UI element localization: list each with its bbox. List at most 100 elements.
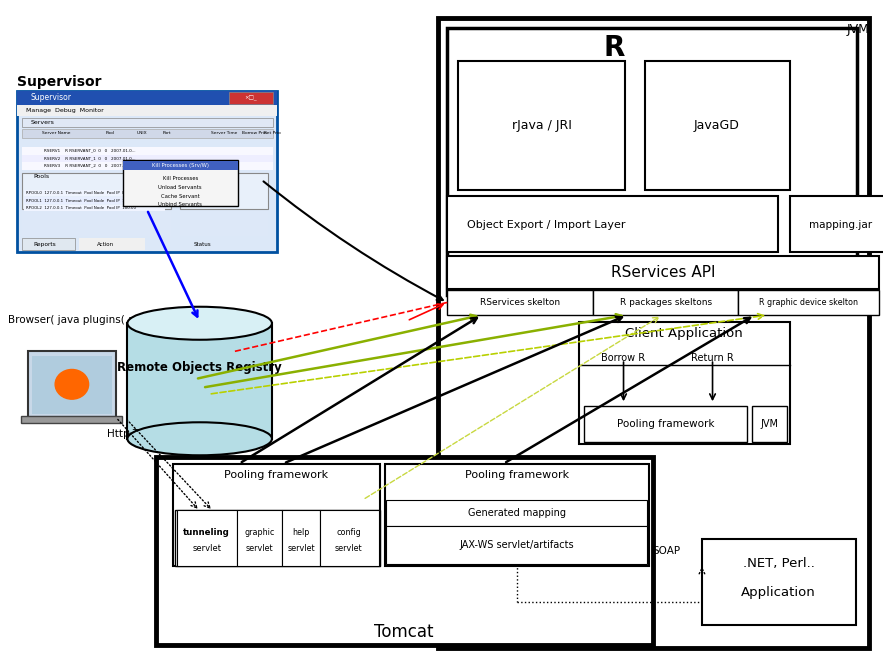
Text: Supervisor: Supervisor xyxy=(18,75,102,89)
Text: RPOOL0  127.0.0.1  Timeout  Pool Node  Pool IP  N/A: RPOOL0 127.0.0.1 Timeout Pool Node Pool … xyxy=(26,191,129,195)
Text: Client Application: Client Application xyxy=(626,327,743,340)
Text: R graphic device skelton: R graphic device skelton xyxy=(759,298,858,307)
FancyBboxPatch shape xyxy=(127,324,272,439)
Bar xyxy=(24,198,165,204)
Text: RPOOL1  127.0.0.1  Timeout  Pool Node  Pool IP  100.00: RPOOL1 127.0.0.1 Timeout Pool Node Pool … xyxy=(26,199,136,203)
Text: help: help xyxy=(293,528,309,538)
Bar xyxy=(447,196,778,253)
Text: JVM: JVM xyxy=(847,23,869,36)
Bar xyxy=(592,290,738,315)
Text: Pools: Pools xyxy=(33,174,50,179)
Bar xyxy=(21,129,273,138)
Text: servlet: servlet xyxy=(246,544,273,552)
Text: Unload Servants: Unload Servants xyxy=(158,185,202,190)
Text: Browser( java plugins( applet ) ): Browser( java plugins( applet ) ) xyxy=(9,315,176,325)
Text: Servers: Servers xyxy=(30,120,54,125)
Bar xyxy=(752,406,788,442)
Text: RSERV3    R RSERVANT_2  0   0   2007.01.0...: RSERV3 R RSERVANT_2 0 0 2007.01.0... xyxy=(43,164,135,168)
Text: Manage  Debug  Monitor: Manage Debug Monitor xyxy=(26,108,103,113)
Text: Kill Processes (Srv/W): Kill Processes (Srv/W) xyxy=(152,162,209,168)
Text: Media: Media xyxy=(192,174,210,179)
Bar xyxy=(123,160,238,206)
Bar xyxy=(447,255,879,288)
Text: Kill Processes: Kill Processes xyxy=(163,176,198,181)
Bar xyxy=(579,322,790,444)
Bar xyxy=(32,356,111,414)
Text: Generated mapping: Generated mapping xyxy=(468,508,566,518)
Bar xyxy=(18,91,278,105)
Text: servlet: servlet xyxy=(287,544,315,552)
Text: Supervisor: Supervisor xyxy=(30,93,72,102)
Bar xyxy=(237,510,283,566)
Bar xyxy=(18,91,278,253)
Bar xyxy=(583,406,747,442)
Text: RSERV1    R RSERVANT_0  0   0   2007.01.0...: RSERV1 R RSERVANT_0 0 0 2007.01.0... xyxy=(43,149,135,152)
Text: Object Export / Import Layer: Object Export / Import Layer xyxy=(467,219,625,229)
Bar xyxy=(18,105,278,115)
Ellipse shape xyxy=(127,422,272,455)
Bar xyxy=(177,510,237,566)
Ellipse shape xyxy=(127,307,272,339)
Text: tunneling: tunneling xyxy=(183,528,230,538)
Text: servlet: servlet xyxy=(335,544,362,552)
Text: ×□_: ×□_ xyxy=(245,95,257,101)
Bar xyxy=(21,147,273,154)
Bar xyxy=(21,211,171,236)
Bar xyxy=(447,28,857,295)
Bar xyxy=(156,457,653,645)
Text: Http Tunneling: Http Tunneling xyxy=(107,429,183,439)
Text: Borrow R: Borrow R xyxy=(601,353,645,363)
Bar xyxy=(24,190,165,196)
Text: Application: Application xyxy=(742,586,816,599)
Bar xyxy=(21,117,273,127)
Text: Status: Status xyxy=(194,242,211,247)
Text: R: R xyxy=(603,34,624,62)
Bar xyxy=(790,196,884,253)
Text: Server Time: Server Time xyxy=(211,131,238,135)
Text: Borrow Prio: Borrow Prio xyxy=(242,131,267,135)
Text: Action: Action xyxy=(96,242,114,247)
Text: servlet: servlet xyxy=(192,544,221,552)
Bar xyxy=(79,239,145,251)
Text: RSERV2    R RSERVANT_1  0   0   2007.01.0...: RSERV2 R RSERVANT_1 0 0 2007.01.0... xyxy=(43,156,135,160)
Text: Pooling framework: Pooling framework xyxy=(617,419,714,429)
Bar xyxy=(386,500,647,526)
Bar xyxy=(21,162,273,170)
Text: RServices skelton: RServices skelton xyxy=(480,298,560,307)
Text: Pool: Pool xyxy=(105,131,114,135)
Bar xyxy=(21,154,273,162)
Text: UNIX: UNIX xyxy=(136,131,147,135)
Text: RPOOL2  127.0.0.1  Timeout  Pool Node  Pool IP  100.00: RPOOL2 127.0.0.1 Timeout Pool Node Pool … xyxy=(26,206,136,210)
Bar xyxy=(175,510,380,566)
Bar xyxy=(180,173,269,210)
Bar xyxy=(738,290,879,315)
Text: Tomcat: Tomcat xyxy=(374,623,434,641)
Text: .NET, Perl..: .NET, Perl.. xyxy=(743,558,814,570)
Text: R packages skeltons: R packages skeltons xyxy=(620,298,712,307)
Text: Port: Port xyxy=(163,131,171,135)
Text: Reports: Reports xyxy=(33,242,56,247)
Text: Ret Prio: Ret Prio xyxy=(264,131,281,135)
Text: Pooling framework: Pooling framework xyxy=(465,470,569,480)
Bar xyxy=(21,239,74,251)
Bar xyxy=(319,510,378,566)
Bar xyxy=(229,92,273,103)
Text: rJava / JRI: rJava / JRI xyxy=(512,119,572,132)
Text: Remote Objects Registry: Remote Objects Registry xyxy=(118,361,282,375)
Bar xyxy=(24,205,165,211)
Text: config: config xyxy=(336,528,361,538)
Bar xyxy=(438,18,869,648)
Text: Unbind Servants: Unbind Servants xyxy=(158,202,202,207)
Bar xyxy=(180,211,269,236)
Text: Pooling framework: Pooling framework xyxy=(225,470,328,480)
Bar xyxy=(386,526,647,564)
Text: mapping.jar: mapping.jar xyxy=(809,219,872,229)
Ellipse shape xyxy=(55,369,88,399)
Bar xyxy=(644,61,790,190)
Bar xyxy=(385,463,649,566)
Bar xyxy=(702,540,857,625)
Text: Cache Servant: Cache Servant xyxy=(161,194,200,199)
Text: JavaGD: JavaGD xyxy=(694,119,740,132)
Bar xyxy=(21,173,171,210)
Text: JAX-WS servlet/artifacts: JAX-WS servlet/artifacts xyxy=(460,540,575,550)
